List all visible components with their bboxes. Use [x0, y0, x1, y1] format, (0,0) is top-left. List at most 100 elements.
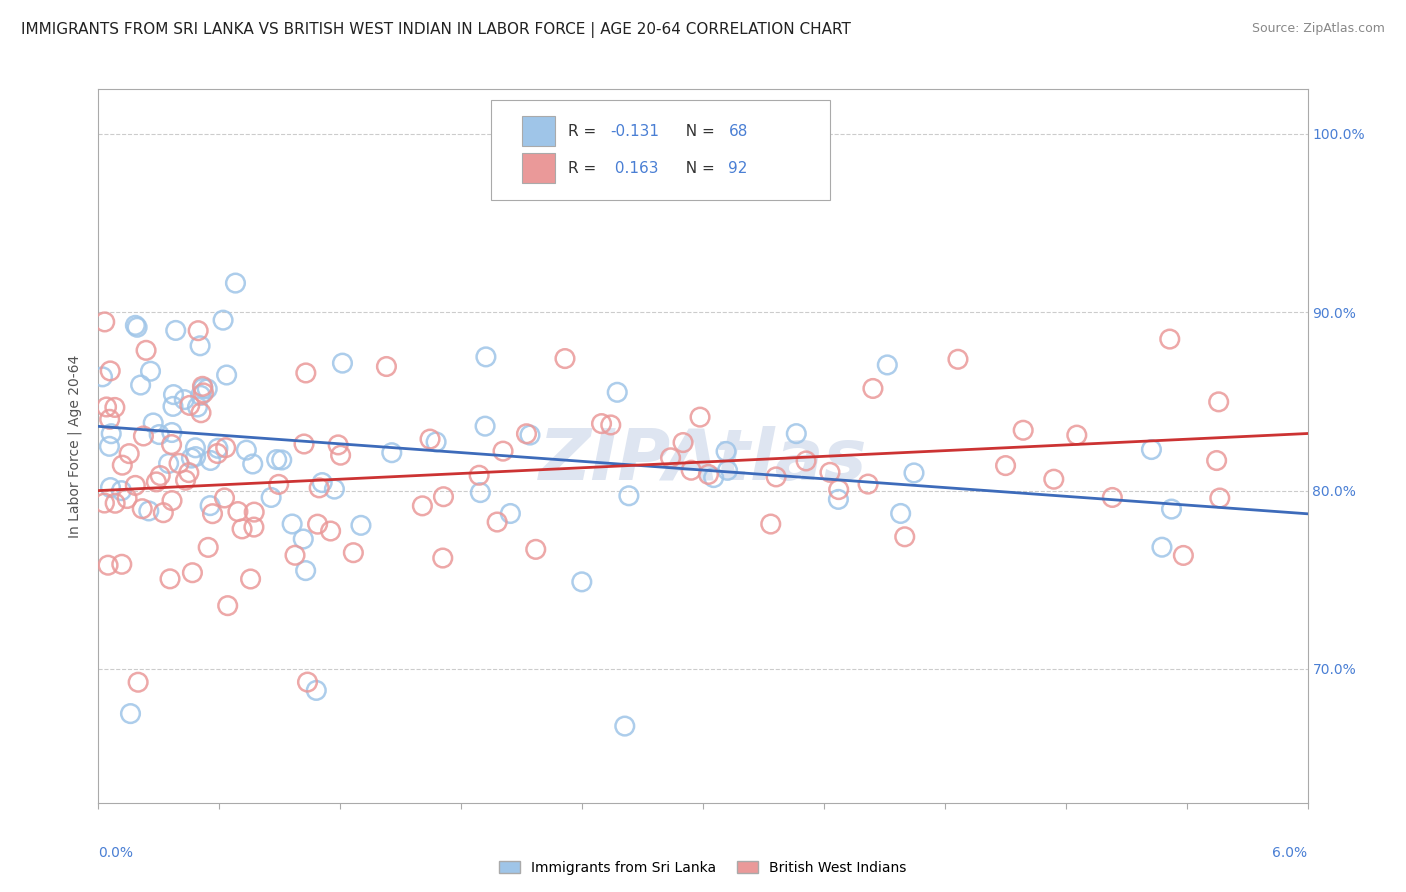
Point	[411, 499, 433, 513]
Point	[191, 381, 214, 395]
Point	[104, 401, 127, 415]
Point	[305, 683, 328, 698]
Point	[239, 572, 262, 586]
Point	[994, 458, 1017, 473]
Point	[308, 481, 330, 495]
Point	[1066, 428, 1088, 442]
Point	[129, 378, 152, 392]
Point	[515, 426, 537, 441]
Point	[1208, 395, 1230, 409]
Point	[187, 324, 209, 338]
Point	[1012, 423, 1035, 437]
Point	[145, 475, 167, 489]
Point	[157, 457, 180, 471]
Text: N =: N =	[676, 161, 720, 176]
Point	[100, 481, 122, 495]
Point	[179, 398, 201, 412]
Point	[124, 318, 146, 333]
Point	[1159, 332, 1181, 346]
Point	[342, 546, 364, 560]
Point	[111, 458, 134, 472]
Point	[120, 706, 142, 721]
Point	[499, 507, 522, 521]
Point	[785, 426, 807, 441]
Text: R =: R =	[568, 161, 600, 176]
Point	[524, 542, 547, 557]
Point	[93, 315, 115, 329]
Point	[292, 437, 315, 451]
Point	[201, 507, 224, 521]
Point	[98, 439, 121, 453]
Point	[267, 477, 290, 491]
Point	[659, 450, 682, 465]
Point	[124, 478, 146, 492]
Point	[110, 483, 132, 498]
Point	[681, 463, 703, 477]
Point	[152, 506, 174, 520]
Point	[591, 417, 613, 431]
Point	[159, 572, 181, 586]
Text: 0.0%: 0.0%	[98, 846, 134, 860]
Point	[1173, 549, 1195, 563]
Point	[323, 482, 346, 496]
Point	[188, 339, 211, 353]
Point	[138, 504, 160, 518]
Point	[214, 491, 236, 505]
FancyBboxPatch shape	[492, 100, 830, 200]
Point	[375, 359, 398, 374]
Point	[328, 438, 350, 452]
Point	[492, 444, 515, 458]
Point	[828, 483, 851, 497]
Point	[100, 426, 122, 441]
Point	[184, 441, 207, 455]
Point	[96, 400, 118, 414]
Point	[765, 470, 787, 484]
Text: N =: N =	[676, 124, 720, 139]
Point	[1043, 472, 1066, 486]
Point	[111, 558, 134, 572]
Text: 92: 92	[728, 161, 748, 176]
Point	[149, 468, 172, 483]
Point	[215, 441, 238, 455]
Point	[193, 386, 215, 401]
Point	[332, 356, 354, 370]
Point	[759, 516, 782, 531]
Text: 0.163: 0.163	[610, 161, 658, 176]
Point	[207, 442, 229, 456]
Point	[1337, 465, 1360, 479]
Point	[599, 417, 621, 432]
Point	[350, 518, 373, 533]
Text: R =: R =	[568, 124, 600, 139]
Point	[224, 276, 246, 290]
Point	[132, 429, 155, 443]
Text: IMMIGRANTS FROM SRI LANKA VS BRITISH WEST INDIAN IN LABOR FORCE | AGE 20-64 CORR: IMMIGRANTS FROM SRI LANKA VS BRITISH WES…	[21, 22, 851, 38]
Point	[235, 443, 257, 458]
Text: -0.131: -0.131	[610, 124, 659, 139]
Point	[243, 520, 266, 534]
Point	[295, 366, 318, 380]
Point	[432, 490, 454, 504]
Point	[672, 435, 695, 450]
Point	[160, 493, 183, 508]
Point	[319, 524, 342, 538]
Point	[181, 566, 204, 580]
Point	[177, 466, 200, 480]
Point	[307, 517, 329, 532]
Point	[93, 496, 115, 510]
Legend: Immigrants from Sri Lanka, British West Indians: Immigrants from Sri Lanka, British West …	[494, 855, 912, 880]
Point	[470, 485, 492, 500]
Point	[606, 385, 628, 400]
Point	[292, 532, 315, 546]
Point	[311, 475, 333, 490]
Point	[226, 505, 249, 519]
Point	[432, 551, 454, 566]
Point	[1101, 491, 1123, 505]
Point	[98, 364, 121, 378]
Point	[827, 492, 849, 507]
Point	[195, 382, 218, 396]
Point	[142, 416, 165, 430]
Text: ZIPAtlas: ZIPAtlas	[538, 425, 868, 495]
Point	[876, 358, 898, 372]
Point	[1140, 442, 1163, 457]
Point	[903, 466, 925, 480]
